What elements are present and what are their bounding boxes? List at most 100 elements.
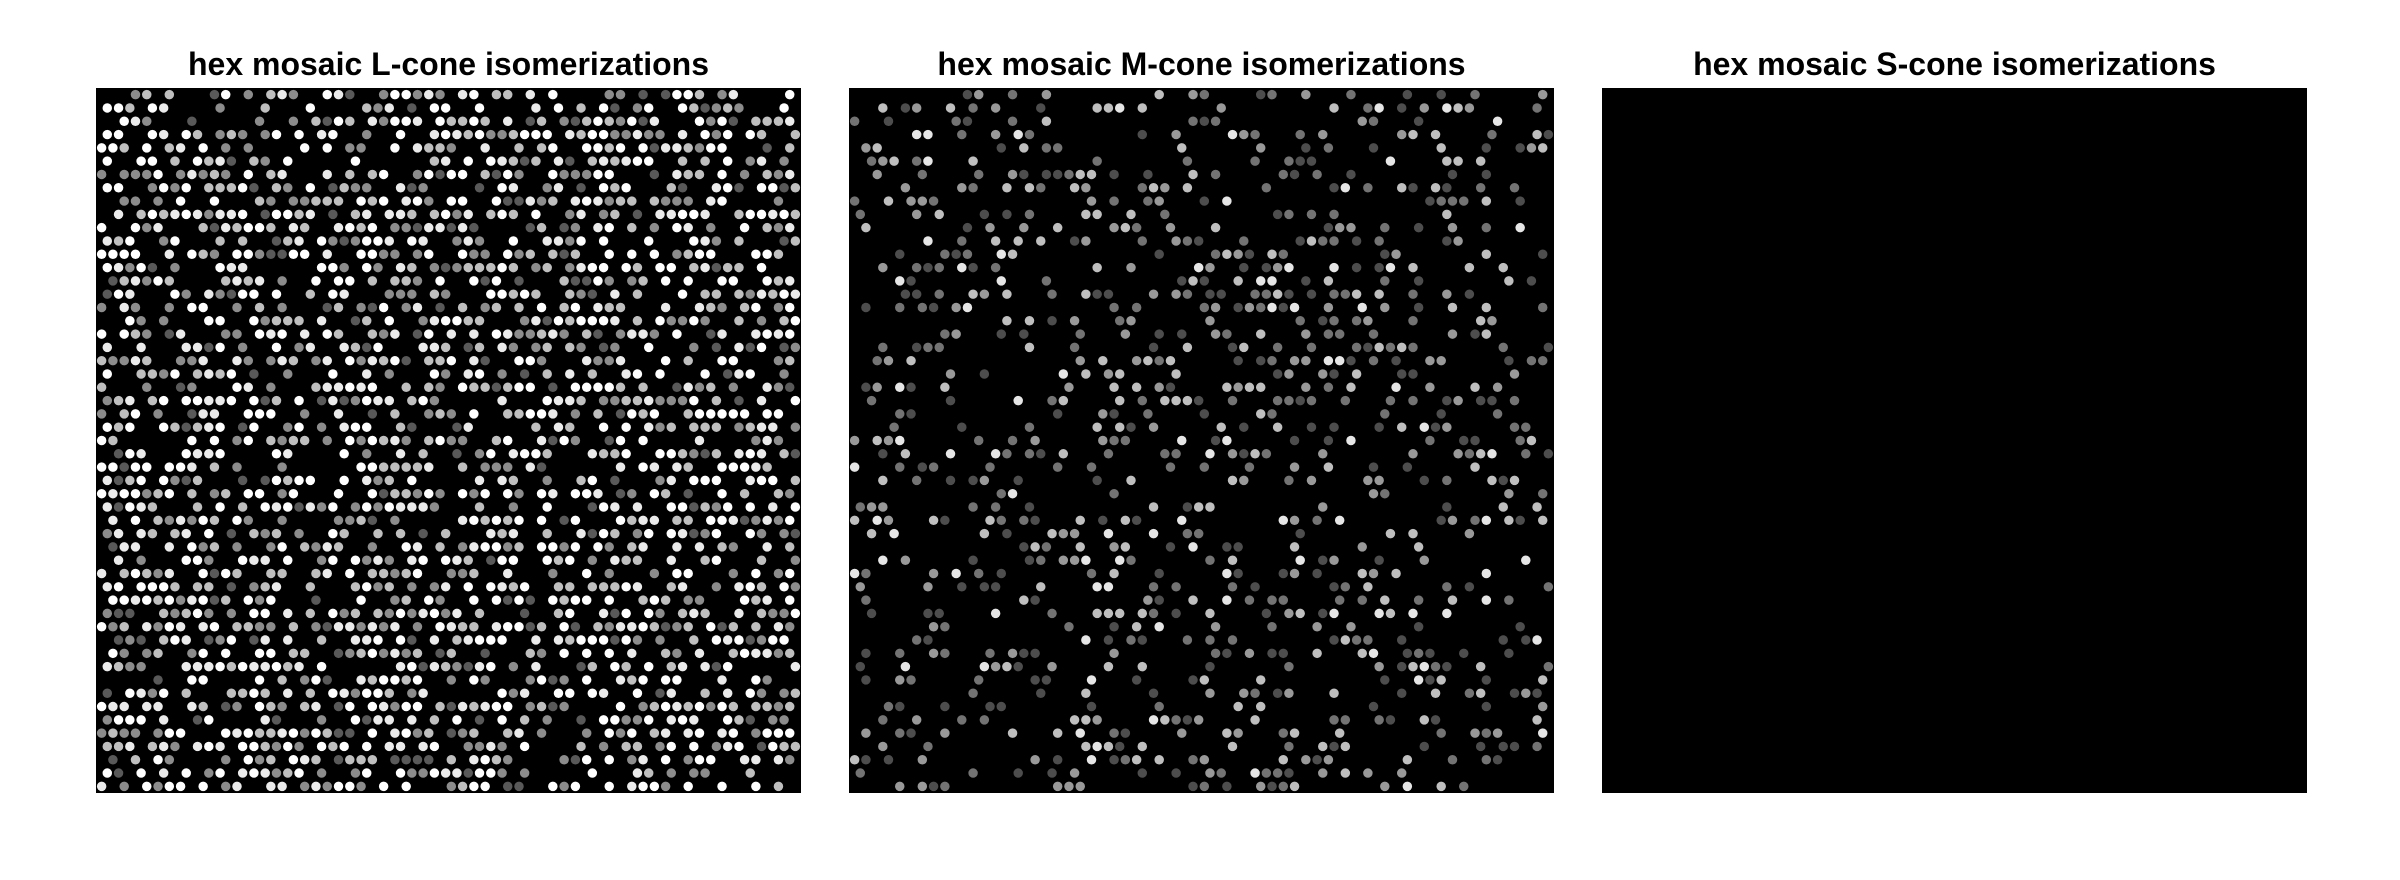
l-cone-cone-response <box>734 103 744 113</box>
m-cone-cone-response <box>878 449 888 459</box>
l-cone-cone-response <box>158 395 169 406</box>
l-cone-cone-response <box>683 781 693 792</box>
m-cone-cone-response <box>1447 329 1458 339</box>
l-cone-cone-response <box>237 209 248 220</box>
m-cone-cone-response <box>1114 741 1125 752</box>
l-cone-cone-response <box>525 249 536 260</box>
l-cone-cone-response <box>666 316 677 326</box>
l-cone-cone-response <box>469 89 479 100</box>
l-cone-cone-response <box>756 183 767 193</box>
l-cone-cone-response <box>677 183 688 193</box>
l-cone-cone-response <box>542 449 552 459</box>
l-cone-cone-response <box>683 621 693 632</box>
l-cone-cone-response <box>722 635 733 645</box>
m-cone-cone-response <box>1143 169 1153 180</box>
m-cone-cone-response <box>1318 236 1328 246</box>
l-cone-cone-response <box>672 621 682 632</box>
m-cone-cone-response <box>1509 422 1520 432</box>
l-cone-cone-response <box>700 262 710 273</box>
m-cone-cone-response <box>1306 395 1317 406</box>
l-cone-cone-response <box>283 422 293 432</box>
m-cone-cone-response <box>1464 688 1475 698</box>
m-cone-cone-response <box>1318 369 1328 379</box>
l-cone-cone-response <box>170 528 180 539</box>
m-cone-cone-response <box>979 369 990 379</box>
l-cone-cone-response <box>734 236 744 246</box>
m-cone-cone-response <box>1233 382 1243 393</box>
l-cone-cone-response <box>407 555 417 565</box>
l-cone-cone-response <box>672 222 682 233</box>
l-cone-cone-response <box>418 502 428 512</box>
m-cone-cone-response <box>1137 768 1148 778</box>
l-cone-cone-response <box>243 89 254 100</box>
l-cone-cone-response <box>440 369 451 379</box>
l-cone-cone-response <box>497 183 507 193</box>
m-cone-cone-response <box>1346 435 1356 446</box>
l-cone-cone-response <box>119 196 129 206</box>
l-cone-cone-response <box>125 688 135 698</box>
m-cone-cone-response <box>1120 222 1131 233</box>
l-cone-cone-response <box>407 582 417 592</box>
m-cone-cone-response <box>1346 169 1356 180</box>
l-cone-cone-response <box>288 435 299 446</box>
m-cone-cone-response <box>951 116 961 126</box>
l-cone-cone-response <box>215 342 225 353</box>
l-cone-cone-response <box>429 209 440 220</box>
l-cone-cone-response <box>102 475 113 486</box>
l-cone-cone-response <box>751 568 761 579</box>
l-cone-cone-response <box>497 369 507 379</box>
l-cone-cone-response <box>700 475 710 486</box>
l-cone-cone-response <box>610 156 620 166</box>
l-cone-cone-response <box>367 355 378 366</box>
l-cone-cone-response <box>694 143 705 153</box>
l-cone-cone-response <box>158 103 169 113</box>
m-cone-cone-response <box>906 276 916 286</box>
m-cone-cone-response <box>1058 449 1069 459</box>
l-cone-cone-response <box>790 475 801 486</box>
l-cone-cone-response <box>672 329 682 339</box>
m-cone-cone-response <box>1081 715 1091 725</box>
l-cone-cone-response <box>237 236 248 246</box>
l-cone-cone-response <box>491 515 502 526</box>
m-cone-cone-response <box>1143 196 1153 206</box>
l-cone-cone-response <box>429 342 440 353</box>
m-cone-cone-response <box>1171 582 1181 592</box>
m-cone-cone-response <box>1227 555 1238 565</box>
m-cone-cone-response <box>1233 302 1243 313</box>
l-cone-cone-response <box>345 701 355 712</box>
m-cone-cone-response <box>1210 249 1221 260</box>
l-cone-cone-response <box>756 209 767 220</box>
l-cone-cone-response <box>283 475 293 486</box>
l-cone-cone-response <box>108 621 118 632</box>
l-cone-cone-response <box>469 276 479 286</box>
l-cone-cone-response <box>254 222 265 233</box>
l-cone-cone-response <box>660 621 671 632</box>
l-cone-cone-response <box>136 768 146 778</box>
m-cone-cone-response <box>1272 209 1283 220</box>
l-cone-cone-response <box>621 156 631 166</box>
l-cone-cone-response <box>779 635 789 645</box>
l-cone-cone-response <box>356 462 366 472</box>
l-cone-cone-response <box>181 183 191 193</box>
l-cone-cone-response <box>395 635 406 645</box>
l-cone-cone-response <box>345 435 355 446</box>
m-cone-cone-response <box>940 515 950 526</box>
l-cone-cone-response <box>271 768 282 778</box>
m-cone-cone-response <box>1227 129 1238 140</box>
l-cone-cone-response <box>677 661 688 672</box>
m-cone-cone-response <box>1374 422 1384 432</box>
m-cone-cone-response <box>883 515 894 526</box>
m-cone-cone-response <box>1030 648 1040 659</box>
l-cone-cone-response <box>294 475 304 486</box>
l-cone-cone-response <box>175 382 186 393</box>
m-cone-cone-response <box>1137 741 1148 752</box>
l-cone-cone-response <box>271 475 282 486</box>
l-cone-cone-response <box>457 222 468 233</box>
l-cone-cone-response <box>773 781 784 792</box>
m-cone-cone-response <box>1312 169 1322 180</box>
l-cone-cone-response <box>734 635 744 645</box>
l-cone-cone-response <box>249 289 259 299</box>
l-cone-cone-response <box>390 222 400 233</box>
l-cone-cone-response <box>768 715 778 725</box>
